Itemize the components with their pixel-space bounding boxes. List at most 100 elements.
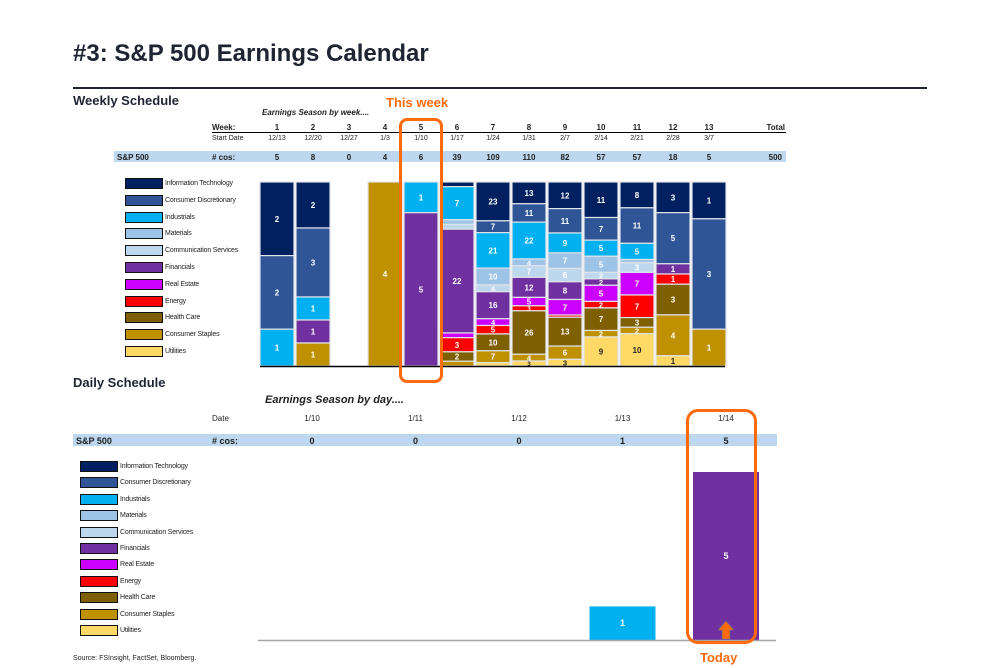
week-bar-segment xyxy=(439,228,475,334)
weekly-stacked-chart: 2212311141572232237211041645107131122471… xyxy=(259,181,727,368)
weekly-legend-item: Communication Services xyxy=(125,244,238,257)
week-count: 109 xyxy=(486,153,500,162)
week-bar-label: 9 xyxy=(599,347,604,356)
daily-legend-item: Materials xyxy=(80,509,147,522)
today-arrow-icon xyxy=(717,620,735,640)
week-bar-segment xyxy=(583,336,619,367)
week-count: 57 xyxy=(632,153,642,162)
week-bar-label: 1 xyxy=(707,344,712,353)
week-bar-label: 16 xyxy=(489,301,498,310)
legend-label: Communication Services xyxy=(165,247,239,255)
weekly-section-title: Weekly Schedule xyxy=(73,93,179,108)
legend-label: Industrials xyxy=(120,495,150,503)
legend-swatch xyxy=(125,295,163,307)
legend-swatch xyxy=(125,228,163,240)
weekly-legend-item: Utilities xyxy=(125,345,186,358)
legend-swatch xyxy=(80,575,118,587)
legend-swatch xyxy=(125,329,163,341)
week-bar-label: 4 xyxy=(527,354,532,363)
legend-swatch xyxy=(80,543,118,554)
weekly-legend-item: Energy xyxy=(125,295,186,308)
daily-stacked-chart: 15 xyxy=(258,472,776,642)
legend-swatch xyxy=(80,526,118,538)
week-bar-label: 11 xyxy=(525,209,534,218)
week-bar-segment xyxy=(439,332,475,339)
week-bar-segment xyxy=(691,218,727,330)
week-number: 6 xyxy=(454,123,460,132)
week-count: 5 xyxy=(706,153,712,162)
legend-swatch xyxy=(125,211,163,223)
week-bar-label: 4 xyxy=(671,331,676,340)
week-bar-label: 1 xyxy=(671,265,676,274)
day-bar-label: 5 xyxy=(723,551,728,561)
week-bar-label: 21 xyxy=(489,246,498,255)
week-bar-label: 7 xyxy=(599,225,604,234)
daily-index-label: S&P 500 xyxy=(76,436,112,446)
legend-label: Materials xyxy=(120,512,147,520)
this-week-label: This week xyxy=(386,95,449,110)
week-bar-label: 2 xyxy=(635,326,639,335)
week-start-date: 1/31 xyxy=(522,135,536,142)
legend-swatch xyxy=(80,559,118,571)
day-count: 0 xyxy=(412,436,418,446)
week-bar-segment xyxy=(259,328,295,367)
weekly-legend-item: Consumer Discretionary xyxy=(125,194,236,207)
week-bar-segment xyxy=(295,181,331,229)
week-bar-segment xyxy=(655,314,691,357)
week-bar-label: 3 xyxy=(455,341,460,350)
daily-legend-item: Energy xyxy=(80,575,141,588)
week-bar-label: 3 xyxy=(635,264,640,273)
week-number: 11 xyxy=(632,123,642,132)
daily-count-label: # cos: xyxy=(212,436,239,446)
week-bar-label: 2 xyxy=(599,330,603,339)
page-title: #3: S&P 500 Earnings Calendar xyxy=(73,40,429,67)
week-bar-label: 10 xyxy=(489,338,498,347)
daily-legend-item: Communication Services xyxy=(80,526,193,539)
week-start-date: 2/21 xyxy=(630,135,644,142)
week-bar-label: 7 xyxy=(599,315,604,324)
week-start-date: 1/17 xyxy=(450,135,464,142)
week-bar-label: 3 xyxy=(707,270,712,279)
start-date-row-label: Start Date xyxy=(212,135,244,142)
weekly-legend-item: Information Technology xyxy=(125,177,233,190)
day-date: 1/11 xyxy=(408,414,423,423)
week-bar-label: 2 xyxy=(599,301,603,310)
week-bar-label: 3 xyxy=(527,307,531,313)
week-bar-label: 2 xyxy=(275,215,280,224)
daily-legend-item: Health Care xyxy=(80,591,155,604)
day-date: 1/10 xyxy=(304,414,320,423)
week-bar-segment xyxy=(439,223,475,230)
week-bar-label: 1 xyxy=(311,305,316,314)
legend-label: Financials xyxy=(120,545,150,552)
week-bar-label: 1 xyxy=(311,351,316,360)
week-bar-label: 1 xyxy=(275,344,280,353)
weekly-legend-item: Materials xyxy=(125,227,192,240)
week-start-date: 1/3 xyxy=(380,135,390,142)
week-bar-label: 5 xyxy=(491,326,496,335)
week-bar-label: 5 xyxy=(419,285,424,294)
today-label: Today xyxy=(700,650,738,665)
week-bar-segment xyxy=(511,310,547,355)
week-bar-label: 2 xyxy=(311,201,316,210)
legend-label: Health Care xyxy=(120,594,156,602)
legend-label: Information Technology xyxy=(120,463,188,470)
legend-swatch xyxy=(80,477,118,489)
week-bar-label: 11 xyxy=(597,196,606,205)
weekly-legend-item: Consumer Staples xyxy=(125,328,220,341)
day-bar-segment xyxy=(589,606,656,640)
week-bar-label: 1 xyxy=(419,193,424,202)
week-bar-label: 2 xyxy=(599,272,603,281)
week-bar-label: 5 xyxy=(671,234,676,243)
week-bar-segment xyxy=(583,181,619,219)
legend-label: Real Estate xyxy=(120,561,154,569)
day-count: 0 xyxy=(309,436,315,446)
week-number: 7 xyxy=(490,123,496,132)
weekly-chart-title: Earnings Season by week.... xyxy=(262,108,370,117)
week-bar-label: 13 xyxy=(525,189,534,198)
weekly-legend-item: Financials xyxy=(125,261,195,274)
legend-label: Information Technology xyxy=(165,180,233,187)
week-bar-label: 3 xyxy=(527,362,531,368)
week-bar-segment xyxy=(547,181,583,210)
daily-legend-item: Financials xyxy=(80,542,150,555)
week-bar-label: 7 xyxy=(455,199,460,208)
